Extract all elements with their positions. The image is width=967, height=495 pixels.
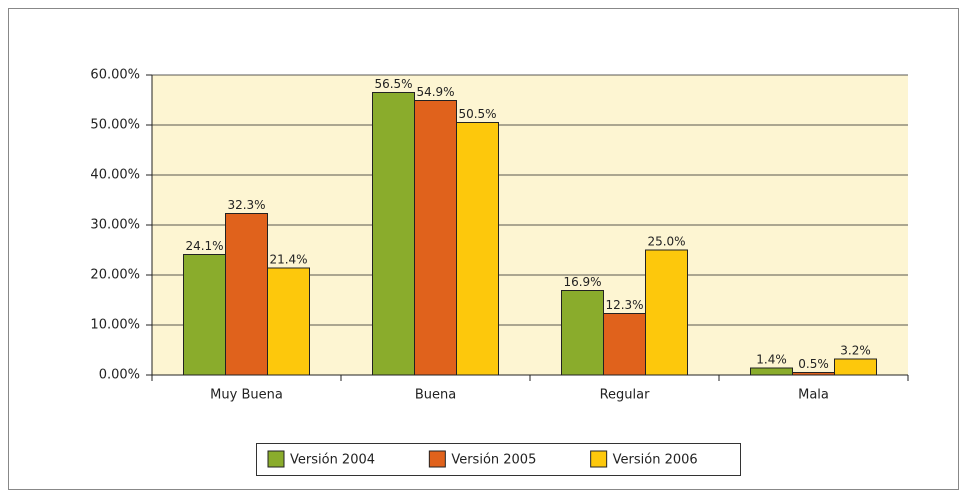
value-label: 1.4% bbox=[756, 353, 787, 367]
bar bbox=[267, 267, 310, 376]
y-tick-label: 30.00% bbox=[90, 218, 140, 233]
legend-swatch bbox=[267, 450, 285, 468]
value-label: 24.1% bbox=[185, 239, 223, 253]
legend-swatch bbox=[428, 450, 446, 468]
y-tick-label: 60.00% bbox=[90, 68, 140, 83]
y-tick-label: 40.00% bbox=[90, 168, 140, 183]
x-tick-label: Regular bbox=[600, 388, 651, 403]
value-label: 56.5% bbox=[374, 77, 412, 91]
legend-label: Versión 2004 bbox=[290, 453, 375, 468]
legend-swatch bbox=[590, 450, 608, 468]
x-tick-label: Buena bbox=[415, 388, 456, 403]
bar bbox=[645, 249, 688, 376]
y-tick-label: 50.00% bbox=[90, 118, 140, 133]
bar bbox=[834, 358, 877, 376]
bar bbox=[456, 122, 499, 376]
bar bbox=[561, 290, 604, 376]
legend bbox=[256, 443, 741, 476]
bar bbox=[372, 92, 415, 376]
value-label: 21.4% bbox=[269, 253, 307, 267]
x-tick-label: Mala bbox=[798, 388, 829, 403]
bar bbox=[792, 372, 835, 376]
value-label: 54.9% bbox=[416, 85, 454, 99]
value-label: 12.3% bbox=[605, 298, 643, 312]
value-label: 50.5% bbox=[458, 107, 496, 121]
bar bbox=[603, 313, 646, 376]
bar bbox=[183, 254, 226, 376]
value-label: 16.9% bbox=[563, 275, 601, 289]
x-tick-label: Muy Buena bbox=[210, 388, 283, 403]
bar bbox=[750, 367, 793, 376]
bar bbox=[225, 213, 268, 376]
legend-label: Versión 2006 bbox=[613, 453, 698, 468]
legend-label: Versión 2005 bbox=[451, 453, 536, 468]
y-tick-label: 20.00% bbox=[90, 268, 140, 283]
value-label: 0.5% bbox=[798, 357, 829, 371]
value-label: 32.3% bbox=[227, 198, 265, 212]
y-tick-label: 10.00% bbox=[90, 318, 140, 333]
y-tick-label: 0.00% bbox=[99, 368, 140, 383]
bar bbox=[414, 100, 457, 376]
value-label: 3.2% bbox=[840, 344, 871, 358]
value-label: 25.0% bbox=[647, 235, 685, 249]
